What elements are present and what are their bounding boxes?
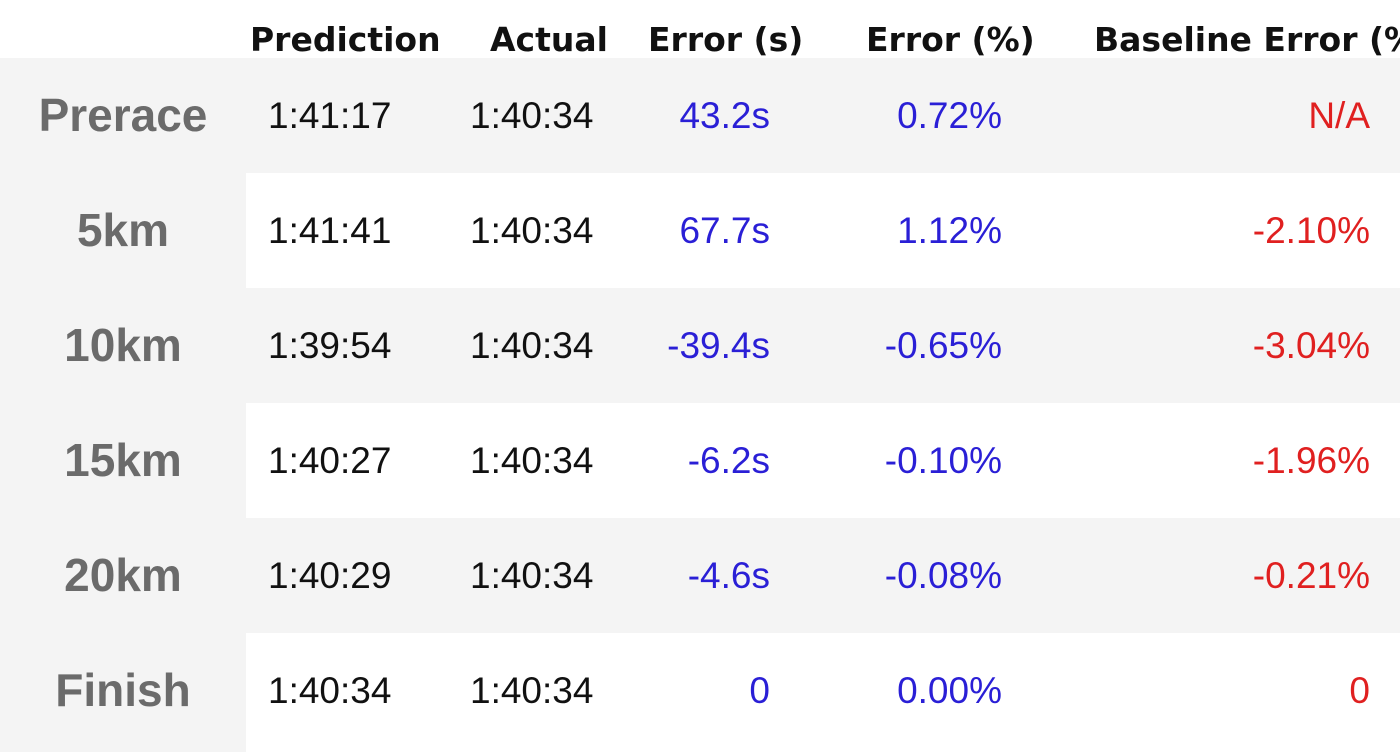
error-percent-cell: 0.00% bbox=[897, 670, 1002, 711]
error-percent-cell: -0.65% bbox=[884, 325, 1002, 366]
actual-cell: 1:40:34 bbox=[470, 325, 594, 366]
prediction-cell: 1:41:41 bbox=[268, 210, 392, 251]
row-label: Prerace bbox=[38, 89, 208, 141]
row-label: 10km bbox=[64, 319, 182, 371]
actual-cell: 1:40:34 bbox=[470, 440, 594, 481]
baseline-error-cell: 0 bbox=[1349, 670, 1370, 711]
baseline-error-cell: -1.96% bbox=[1252, 440, 1370, 481]
actual-cell: 1:40:34 bbox=[470, 95, 594, 136]
row-stripe bbox=[246, 518, 1400, 633]
baseline-error-cell: N/A bbox=[1308, 95, 1370, 136]
table-row: 10km 1:39:54 1:40:34 -39.4s -0.65% -3.04… bbox=[0, 288, 1400, 403]
prediction-cell: 1:40:27 bbox=[268, 440, 392, 481]
label-cell-bg bbox=[0, 58, 246, 173]
error-percent-cell: -0.10% bbox=[884, 440, 1002, 481]
prediction-cell: 1:41:17 bbox=[268, 95, 392, 136]
header-prediction: Prediction bbox=[250, 20, 441, 59]
row-label: Finish bbox=[55, 664, 191, 716]
error-seconds-cell: 43.2s bbox=[679, 95, 770, 136]
error-percent-cell: 0.72% bbox=[897, 95, 1002, 136]
prediction-cell: 1:40:29 bbox=[268, 555, 392, 596]
prediction-cell: 1:40:34 bbox=[268, 670, 392, 711]
header-actual: Actual bbox=[490, 20, 608, 59]
actual-cell: 1:40:34 bbox=[470, 555, 594, 596]
error-percent-cell: 1.12% bbox=[897, 210, 1002, 251]
table-row: Finish 1:40:34 1:40:34 0 0.00% 0 bbox=[0, 633, 1400, 752]
header-error-seconds: Error (s) bbox=[648, 20, 804, 59]
error-seconds-cell: -39.4s bbox=[667, 325, 770, 366]
actual-cell: 1:40:34 bbox=[470, 670, 594, 711]
row-stripe bbox=[246, 288, 1400, 403]
row-stripe bbox=[246, 403, 1400, 518]
header-baseline-error: Baseline Error (%) bbox=[1094, 20, 1400, 59]
error-seconds-cell: -4.6s bbox=[687, 555, 770, 596]
table-row: 20km 1:40:29 1:40:34 -4.6s -0.08% -0.21% bbox=[0, 518, 1400, 633]
label-cell-bg bbox=[0, 288, 246, 403]
label-cell-bg bbox=[0, 173, 246, 288]
table-header: Prediction Actual Error (s) Error (%) Ba… bbox=[0, 0, 1400, 70]
error-seconds-cell: 0 bbox=[749, 670, 770, 711]
row-label: 5km bbox=[76, 204, 170, 256]
table-row: 5km 1:41:41 1:40:34 67.7s 1.12% -2.10% bbox=[0, 173, 1400, 288]
label-cell-bg bbox=[0, 633, 246, 752]
baseline-error-cell: -2.10% bbox=[1252, 210, 1370, 251]
row-stripe bbox=[246, 58, 1400, 173]
error-seconds-cell: -6.2s bbox=[687, 440, 770, 481]
prediction-cell: 1:39:54 bbox=[268, 325, 392, 366]
header-error-percent: Error (%) bbox=[866, 20, 1035, 59]
label-cell-bg bbox=[0, 518, 246, 633]
row-stripe bbox=[246, 633, 1400, 752]
row-label: 15km bbox=[64, 434, 182, 486]
table-row: 15km 1:40:27 1:40:34 -6.2s -0.10% -1.96% bbox=[0, 403, 1400, 518]
baseline-error-cell: -3.04% bbox=[1252, 325, 1370, 366]
label-cell-bg bbox=[0, 403, 246, 518]
row-label: 20km bbox=[64, 549, 182, 601]
row-stripe bbox=[246, 173, 1400, 288]
actual-cell: 1:40:34 bbox=[470, 210, 594, 251]
error-percent-cell: -0.08% bbox=[884, 555, 1002, 596]
table-row: Prerace 1:41:17 1:40:34 43.2s 0.72% N/A bbox=[0, 58, 1400, 173]
baseline-error-cell: -0.21% bbox=[1252, 555, 1370, 596]
error-seconds-cell: 67.7s bbox=[679, 210, 770, 251]
